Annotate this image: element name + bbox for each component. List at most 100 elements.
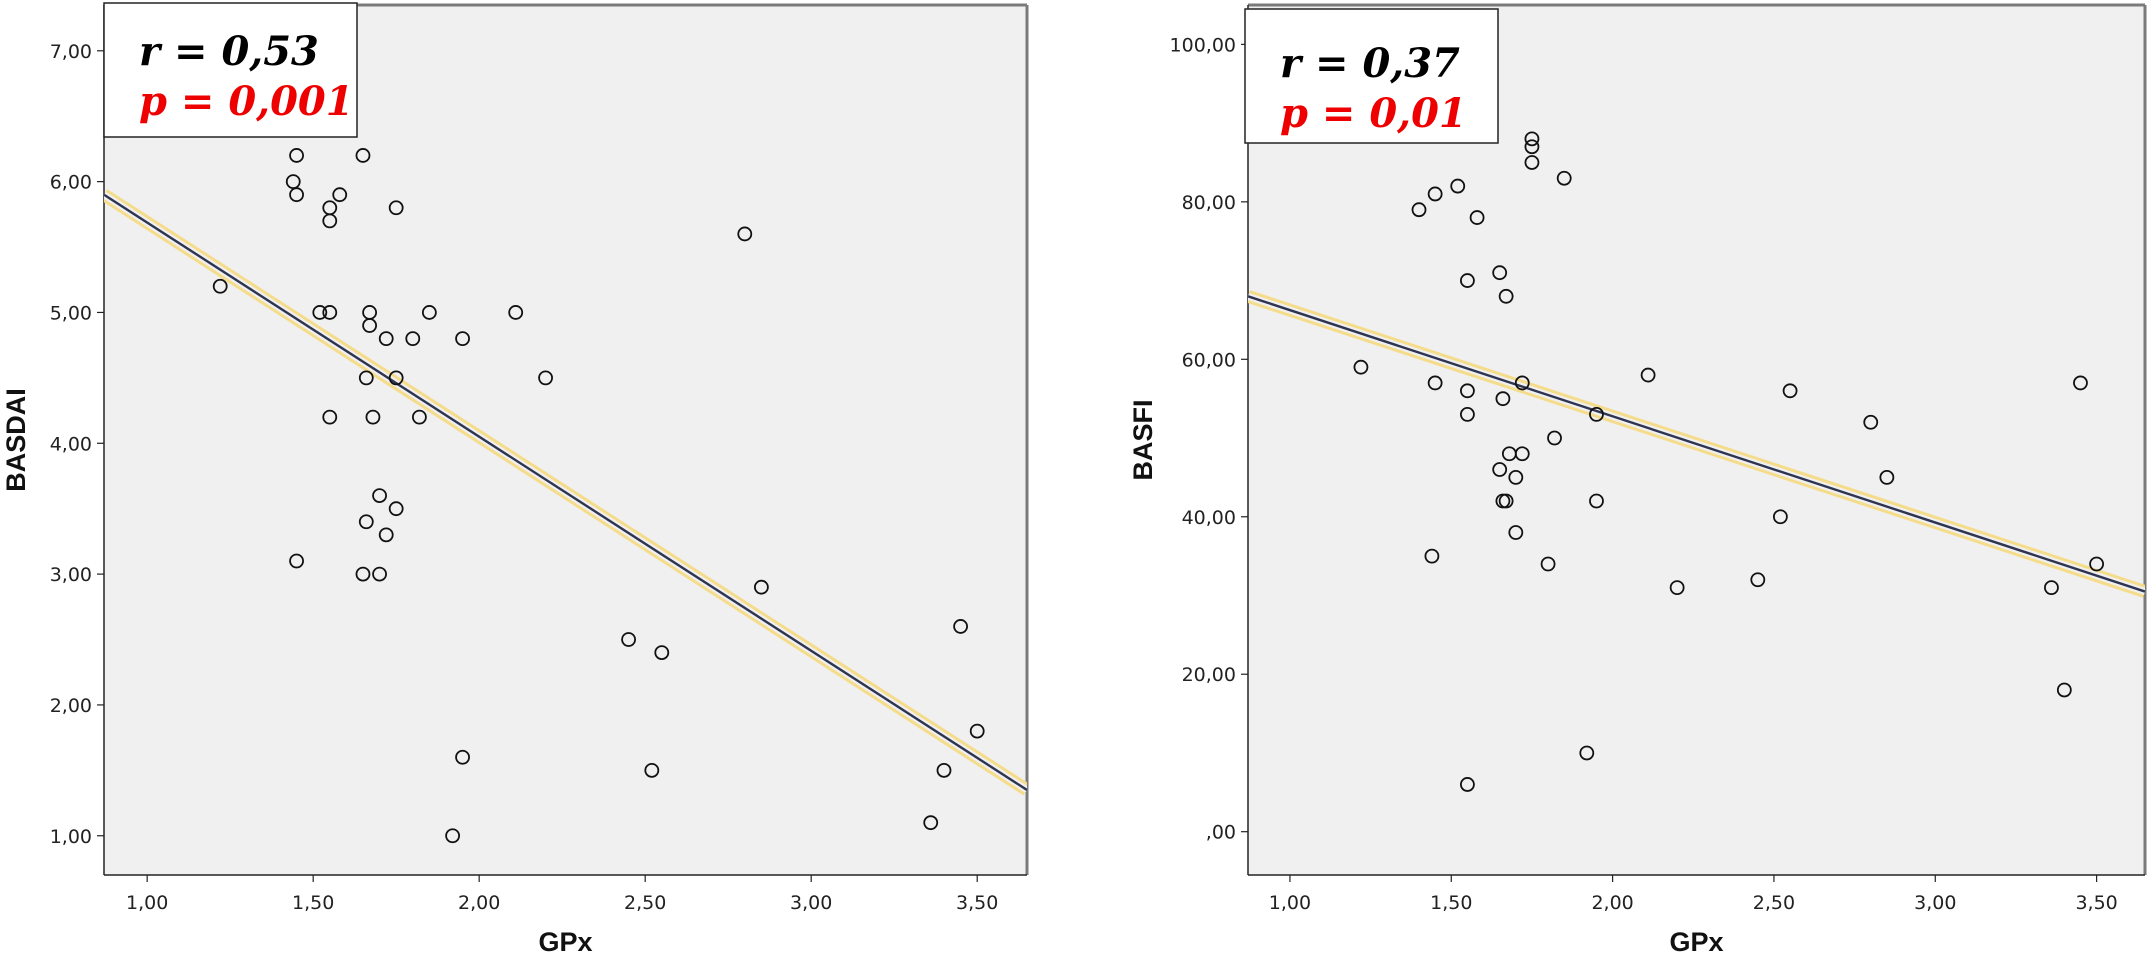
data-point xyxy=(312,305,328,320)
data-point xyxy=(445,828,461,844)
x-tick-label: 1,00 xyxy=(126,892,168,914)
y-tick-label: 7,00 xyxy=(50,41,92,63)
data-point xyxy=(1492,462,1508,477)
data-point xyxy=(1498,288,1514,304)
data-point xyxy=(644,762,660,778)
data-point xyxy=(1524,131,1540,147)
data-point xyxy=(1460,407,1475,422)
data-point xyxy=(1427,186,1443,202)
data-point xyxy=(1460,273,1475,288)
data-point xyxy=(289,553,304,569)
data-point xyxy=(737,226,753,242)
data-point xyxy=(1460,383,1475,399)
data-point xyxy=(2089,556,2105,572)
data-point xyxy=(372,488,387,504)
y-tick-label: 5,00 xyxy=(50,302,92,324)
data-point xyxy=(1579,745,1595,761)
data-point xyxy=(621,632,636,647)
x-tick-label: 2,00 xyxy=(458,892,500,914)
data-point xyxy=(412,409,427,425)
x-tick-label: 1,50 xyxy=(292,892,334,914)
data-point xyxy=(953,619,968,634)
data-point xyxy=(355,148,371,163)
data-point xyxy=(358,514,374,530)
y-tick-label: 20,00 xyxy=(1182,664,1236,686)
data-point xyxy=(1424,548,1440,564)
stats-box xyxy=(103,2,358,138)
p-value: p = 0,01 xyxy=(1280,90,1467,137)
data-point xyxy=(322,409,338,425)
data-point xyxy=(421,305,437,320)
data-point xyxy=(1411,202,1427,218)
x-axis-title: GPx xyxy=(1669,927,1723,957)
data-point xyxy=(388,501,404,517)
data-point xyxy=(322,305,338,320)
data-point xyxy=(1556,170,1572,186)
y-tick-label: 4,00 xyxy=(50,433,92,455)
data-point xyxy=(1772,509,1788,525)
data-point xyxy=(1524,155,1540,170)
chart-basfi: 1,00 1,50 2,00 2,50 3,00 3,50 ,00 20,00 40,00 60,… xyxy=(1128,3,2147,957)
data-point xyxy=(1524,139,1540,155)
data-point xyxy=(358,370,374,386)
correlation-r: r = 0,37 xyxy=(1280,40,1460,87)
data-point xyxy=(1879,469,1895,485)
data-point xyxy=(212,278,228,294)
plot-area xyxy=(104,5,1027,875)
data-point xyxy=(538,370,553,386)
y-tick-label: 1,00 xyxy=(50,826,92,848)
data-point xyxy=(753,579,769,595)
data-point xyxy=(1514,446,1530,462)
data-point xyxy=(1782,383,1798,399)
data-point xyxy=(508,305,524,320)
data-point xyxy=(2073,375,2088,391)
data-point xyxy=(1589,493,1604,509)
y-axis-title: BASFI xyxy=(1128,400,1158,481)
correlation-r: r = 0,53 xyxy=(139,28,319,75)
data-point xyxy=(362,318,378,333)
data-point xyxy=(378,527,394,543)
y-tick-label: 40,00 xyxy=(1182,507,1236,529)
data-point xyxy=(1492,265,1508,281)
data-point xyxy=(378,331,394,347)
data-point xyxy=(969,723,985,739)
x-tick-label: 2,50 xyxy=(1753,892,1795,914)
data-point xyxy=(455,749,470,765)
data-point xyxy=(1460,777,1475,792)
data-point xyxy=(1589,407,1604,422)
data-point xyxy=(1547,430,1562,446)
data-point xyxy=(1498,493,1514,509)
y-tick-label: 60,00 xyxy=(1182,349,1236,371)
data-point xyxy=(1508,469,1524,485)
x-tick-label: 1,00 xyxy=(1269,892,1311,914)
x-tick-label: 1,50 xyxy=(1430,892,1472,914)
data-point xyxy=(2044,580,2059,596)
data-point xyxy=(455,331,470,347)
stats-box xyxy=(1244,8,1499,144)
data-point xyxy=(1514,375,1530,391)
data-point xyxy=(365,409,381,425)
data-point xyxy=(388,370,404,386)
data-point xyxy=(355,566,371,582)
data-point xyxy=(388,200,404,216)
chart-basdai: 1,00 1,50 2,00 2,50 3,00 3,50 1,00 2,00 3,00 4,00… xyxy=(1,2,1029,957)
y-tick-label: 3,00 xyxy=(50,564,92,586)
x-tick-label: 2,50 xyxy=(624,892,666,914)
y-tick-label: 6,00 xyxy=(50,172,92,194)
data-point xyxy=(923,815,939,831)
y-axis-title: BASDAI xyxy=(1,388,31,492)
data-point xyxy=(405,331,421,347)
data-point xyxy=(1669,580,1685,596)
x-tick-label: 3,50 xyxy=(956,892,998,914)
data-point xyxy=(2056,682,2072,698)
data-point xyxy=(289,187,304,203)
data-point xyxy=(1640,367,1656,383)
data-point xyxy=(1495,391,1511,407)
x-tick-label: 2,00 xyxy=(1591,892,1633,914)
y-tick-label: ,00 xyxy=(1206,822,1236,844)
fit-line xyxy=(1248,295,2145,593)
y-tick-label: 80,00 xyxy=(1182,192,1236,214)
x-tick-label: 3,00 xyxy=(790,892,832,914)
y-tick-label: 2,00 xyxy=(50,695,92,717)
